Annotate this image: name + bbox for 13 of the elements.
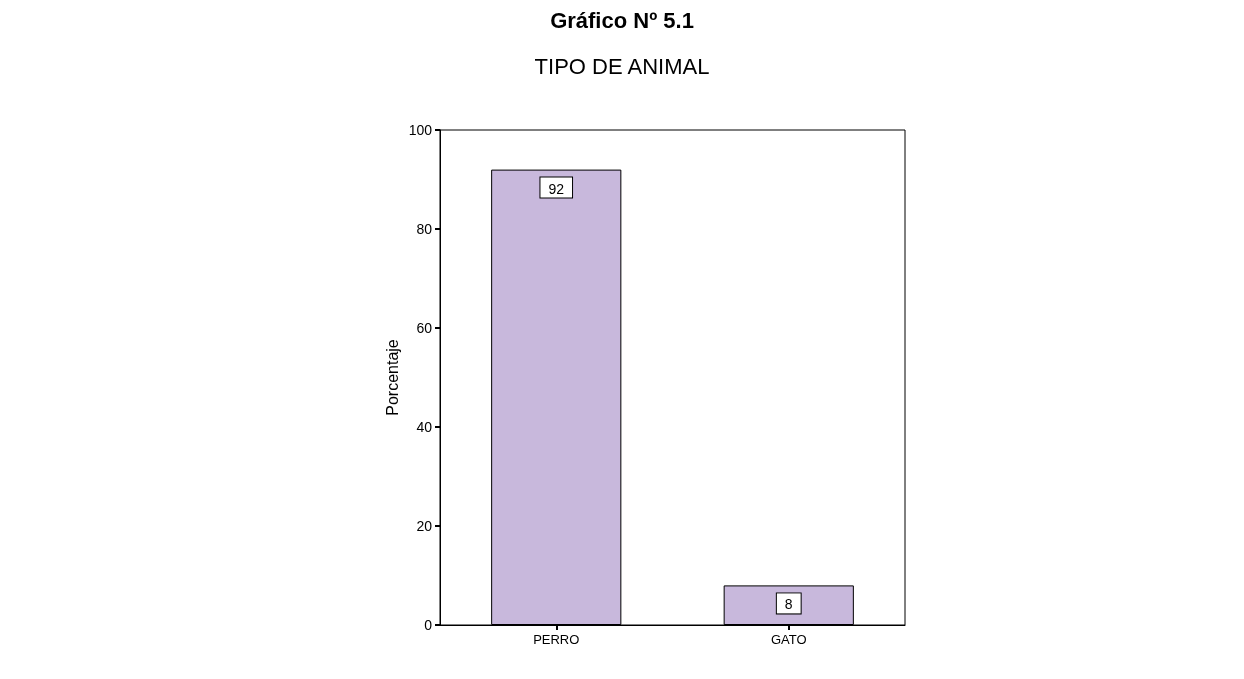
data-label: 92 [548,180,565,197]
y-tick-label: 100 [408,122,433,138]
y-axis-title: Porcentaje [383,339,401,416]
chart-subtitle: TIPO DE ANIMAL [534,53,710,79]
y-tick-label: 20 [416,518,433,534]
y-tick-label: 0 [424,617,433,633]
data-label: 8 [784,596,793,613]
y-tick-label: 60 [416,320,433,336]
x-tick-label: GATO [770,632,807,647]
chart-title: Gráfico Nº 5.1 [550,7,694,33]
x-tick-label: PERRO [533,632,580,647]
y-tick-label: 80 [416,221,433,237]
y-tick-label: 40 [416,419,433,435]
